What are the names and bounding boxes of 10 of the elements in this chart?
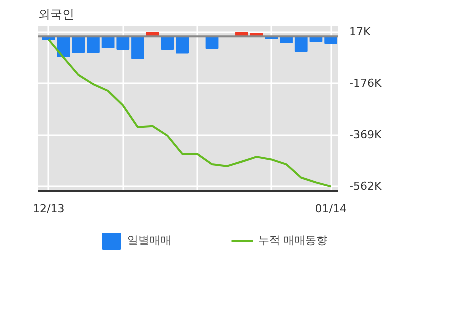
line-series [48,38,332,188]
y-tick-label: -562K [350,180,382,194]
chart-title: 외국인 [38,8,74,22]
y-tick-label: -369K [350,128,382,142]
y-tick-label: -176K [350,77,382,90]
legend-label: 누적 매매동향 [258,233,328,248]
x-tick-label: 01/14 [315,202,347,216]
y-tick-label: 17K [350,26,372,39]
legend-label: 일별매매 [127,233,172,248]
x-tick-label: 12/13 [33,202,65,216]
